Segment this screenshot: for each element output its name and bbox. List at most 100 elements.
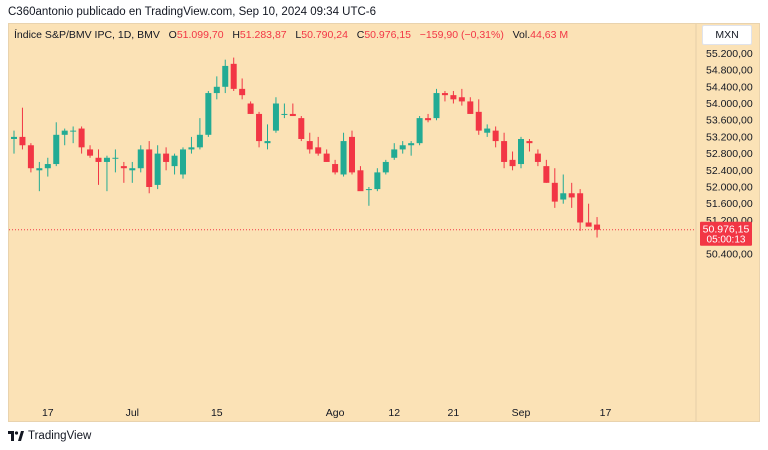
- y-tick-label: 52.400,00: [706, 165, 753, 177]
- x-tick-label: 15: [211, 407, 223, 419]
- candle-body[interactable]: [137, 149, 144, 169]
- candle-body[interactable]: [357, 170, 364, 192]
- legend-open-label: O: [168, 29, 177, 41]
- candle-body[interactable]: [433, 93, 440, 119]
- candle-body[interactable]: [365, 189, 372, 191]
- candle-body[interactable]: [450, 95, 457, 100]
- chart-panel[interactable]: [8, 23, 760, 422]
- candle-body[interactable]: [509, 159, 516, 167]
- candle-body[interactable]: [213, 86, 220, 94]
- candle-body[interactable]: [230, 63, 237, 89]
- candle-body[interactable]: [272, 103, 279, 131]
- y-tick-label: 53.200,00: [706, 131, 753, 143]
- candle-body[interactable]: [27, 145, 34, 169]
- candle-body[interactable]: [289, 113, 296, 117]
- candle-body[interactable]: [154, 153, 161, 185]
- countdown-label: 05:00:13: [707, 235, 746, 246]
- legend-change: −159,90 (−0,31%): [419, 29, 504, 41]
- y-tick-label: 50.400,00: [706, 248, 753, 260]
- legend-volume-label: Vol.: [512, 29, 531, 41]
- candle-body[interactable]: [70, 130, 77, 132]
- candle-body[interactable]: [518, 138, 524, 165]
- candle-body[interactable]: [256, 113, 263, 142]
- candle-body[interactable]: [441, 93, 448, 96]
- candle-body[interactable]: [568, 193, 575, 198]
- last-price-label: 50.976,15: [703, 224, 750, 236]
- candle-body[interactable]: [146, 149, 153, 187]
- legend-low-label: L: [295, 29, 302, 41]
- candle-body[interactable]: [382, 161, 389, 173]
- footer-brand[interactable]: TradingView: [8, 430, 91, 442]
- candle-body[interactable]: [585, 222, 592, 227]
- candle-body[interactable]: [264, 141, 271, 144]
- candle-body[interactable]: [534, 153, 541, 162]
- legend-volume-value: 44,63 M: [530, 29, 569, 41]
- candle-body[interactable]: [188, 147, 195, 150]
- candle-body[interactable]: [399, 145, 406, 150]
- candle-body[interactable]: [458, 97, 465, 102]
- candle-body[interactable]: [594, 224, 601, 230]
- candle-body[interactable]: [501, 141, 508, 162]
- candle-body[interactable]: [44, 164, 51, 169]
- legend-close-label: C: [356, 29, 365, 41]
- legend-low-value: 50.790,24: [301, 29, 348, 41]
- candle-body[interactable]: [171, 155, 178, 167]
- footer-brand-label: TradingView: [28, 430, 92, 442]
- candle-body[interactable]: [484, 128, 491, 133]
- legend-close-value: 50.976,15: [364, 29, 412, 41]
- candle-body[interactable]: [120, 166, 127, 169]
- candle-body[interactable]: [112, 157, 119, 159]
- candle-body[interactable]: [349, 136, 355, 173]
- candle-body[interactable]: [467, 101, 474, 114]
- candle-body[interactable]: [11, 136, 17, 139]
- legend-high-label: H: [232, 29, 240, 41]
- candle-body[interactable]: [577, 193, 584, 223]
- candle-body[interactable]: [19, 136, 26, 146]
- candle-body[interactable]: [340, 141, 347, 175]
- candle-body[interactable]: [196, 134, 203, 148]
- x-tick-label: Ago: [326, 407, 345, 419]
- candle-body[interactable]: [180, 149, 186, 175]
- candle-body[interactable]: [129, 168, 136, 171]
- candle-body[interactable]: [298, 118, 305, 139]
- candle-body[interactable]: [36, 168, 43, 171]
- candle-body[interactable]: [323, 153, 330, 162]
- candle-body[interactable]: [391, 149, 398, 158]
- y-tick-label: 55.200,00: [706, 48, 753, 60]
- publisher-byline: C360antonio publicado en TradingView.com…: [8, 6, 377, 18]
- y-tick-label: 54.000,00: [706, 98, 753, 110]
- legend-high-value: 51.283,87: [239, 29, 287, 41]
- candle-body[interactable]: [416, 118, 423, 144]
- last-price-tag: [700, 221, 752, 246]
- candle-body[interactable]: [408, 143, 415, 146]
- candle-body[interactable]: [492, 130, 499, 142]
- candle-body[interactable]: [78, 128, 85, 148]
- candle-body[interactable]: [247, 103, 254, 114]
- y-tick-label: 53.600,00: [706, 115, 753, 127]
- candle-body[interactable]: [475, 111, 482, 131]
- candle-body[interactable]: [315, 147, 322, 154]
- candle-body[interactable]: [163, 153, 170, 162]
- candle-body[interactable]: [87, 149, 94, 156]
- candle-body[interactable]: [222, 65, 229, 87]
- candle-body[interactable]: [239, 88, 246, 96]
- legend-symbol[interactable]: Índice S&P/BMV IPC, 1D, BMV: [14, 29, 160, 41]
- candle-body[interactable]: [61, 130, 68, 135]
- candle-body[interactable]: [543, 166, 550, 183]
- candle-body[interactable]: [526, 141, 533, 144]
- candle-body[interactable]: [95, 157, 102, 162]
- candle-body[interactable]: [551, 182, 558, 202]
- legend-open-value: 51.099,70: [176, 29, 224, 41]
- candle-body[interactable]: [560, 193, 567, 200]
- candle-body[interactable]: [306, 141, 313, 150]
- candle-body[interactable]: [281, 113, 288, 115]
- candle-body[interactable]: [103, 157, 110, 162]
- candle-body[interactable]: [332, 164, 339, 173]
- candle-body[interactable]: [53, 134, 60, 165]
- candle-body[interactable]: [425, 118, 432, 121]
- y-tick-label: 52.000,00: [706, 182, 753, 194]
- candle-body[interactable]: [205, 93, 212, 135]
- currency-button[interactable]: MXN: [702, 25, 752, 45]
- candle-body[interactable]: [374, 172, 381, 190]
